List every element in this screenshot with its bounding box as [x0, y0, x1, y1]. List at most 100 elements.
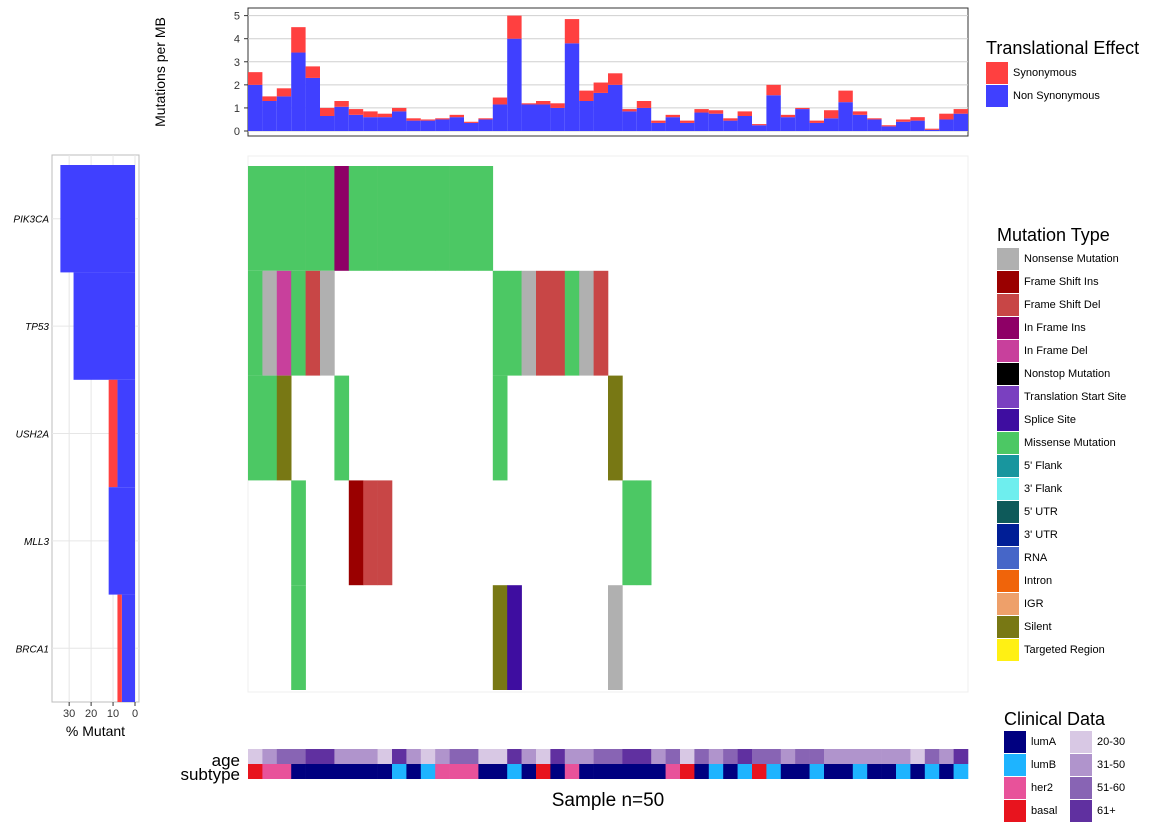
subtype-track-cell — [852, 764, 868, 779]
age-track-cell — [622, 749, 638, 764]
heatmap-cell — [406, 166, 422, 271]
bar-non-synonymous — [651, 122, 666, 131]
age-track-cell — [449, 749, 465, 764]
bar-synonymous — [867, 118, 882, 120]
heatmap-cell — [449, 166, 465, 271]
bar-non-synonymous — [478, 119, 493, 131]
subtype-track-cell — [248, 764, 263, 779]
gene-bar-synonymous — [108, 379, 118, 488]
subtype-track-cell — [608, 764, 623, 779]
bar-non-synonymous — [550, 107, 565, 131]
bar-non-synonymous — [305, 77, 320, 131]
heatmap-cell — [305, 166, 321, 271]
age-track-label: age — [212, 751, 240, 770]
bar-synonymous — [881, 125, 896, 127]
age-track-cell — [334, 749, 350, 764]
bar-synonymous — [924, 128, 940, 130]
subtype-track-cell — [334, 764, 350, 779]
heatmap-cell — [291, 270, 306, 376]
bar-non-synonymous — [248, 84, 263, 131]
bar-synonymous — [291, 27, 306, 53]
gene-label: TP53 — [25, 322, 49, 333]
top-y-tick-label: 1 — [234, 103, 240, 115]
age-track-cell — [838, 749, 854, 764]
age-track-cell — [593, 749, 609, 764]
heatmap-cell — [564, 270, 580, 376]
heatmap-cell — [291, 166, 306, 271]
subtype-track-cell — [737, 764, 753, 779]
bar-non-synonymous — [492, 104, 508, 131]
subtype-track-cell — [752, 764, 767, 779]
legend-mutation-type: Silent — [997, 616, 1052, 638]
bar-synonymous — [953, 109, 968, 114]
age-track-cell — [363, 749, 378, 764]
bar-synonymous — [449, 114, 464, 118]
bar-synonymous — [939, 113, 954, 120]
age-track-cell — [248, 749, 263, 764]
bar-synonymous — [708, 110, 724, 114]
bar-synonymous — [795, 107, 810, 110]
heatmap-cell — [276, 270, 292, 376]
age-track-cell — [680, 749, 695, 764]
legend-non-synonymous: Non Synonymous — [986, 85, 1100, 107]
bar-synonymous — [536, 101, 551, 105]
bar-non-synonymous — [694, 112, 709, 131]
age-track-cell — [276, 749, 292, 764]
bar-synonymous — [507, 15, 522, 39]
age-track-cell — [521, 749, 537, 764]
legend-mutation-type: 5' UTR — [997, 501, 1058, 523]
subtype-track-label: subtype — [180, 765, 240, 784]
legend-mutation-type: Targeted Region — [997, 639, 1105, 661]
age-track-cell — [478, 749, 494, 764]
age-track-cell — [550, 749, 566, 764]
gene-label: PIK3CA — [13, 215, 49, 226]
bar-non-synonymous — [435, 119, 450, 131]
subtype-track-cell — [867, 764, 882, 779]
heatmap-cell — [521, 270, 537, 376]
bar-synonymous — [766, 84, 781, 96]
bar-non-synonymous — [579, 101, 594, 131]
subtype-track-cell — [723, 764, 738, 779]
subtype-track-cell — [464, 764, 479, 779]
bar-non-synonymous — [449, 117, 464, 131]
top-y-tick-label: 5 — [234, 11, 240, 23]
bar-synonymous — [680, 120, 695, 123]
bar-non-synonymous — [665, 117, 680, 131]
gene-bar-non-synonymous — [121, 594, 135, 702]
heatmap-cell — [392, 166, 407, 271]
subtype-track-cell — [824, 764, 839, 779]
subtype-track-cell — [262, 764, 278, 779]
top-y-tick-label: 3 — [234, 57, 240, 69]
bar-synonymous — [363, 111, 378, 118]
legend-mutation-type: 3' Flank — [997, 478, 1062, 500]
bar-synonymous — [320, 107, 335, 116]
subtype-track-cell — [622, 764, 638, 779]
bar-synonymous — [809, 120, 824, 123]
subtype-track-cell — [694, 764, 710, 779]
bar-non-synonymous — [276, 96, 292, 131]
age-track-cell — [939, 749, 954, 764]
heatmap-x-axis-label: Sample n=50 — [552, 790, 665, 811]
heatmap-cell — [262, 270, 278, 376]
legend-mutation-type: Frame Shift Del — [997, 294, 1100, 316]
bar-synonymous — [780, 114, 796, 118]
subtype-track-cell — [348, 764, 364, 779]
heatmap-cell — [276, 166, 292, 271]
age-track-cell — [924, 749, 940, 764]
bar-non-synonymous — [896, 121, 911, 131]
age-track-cell — [651, 749, 666, 764]
age-track-cell — [867, 749, 882, 764]
legend-mutation-type: Intron — [997, 570, 1052, 592]
bar-non-synonymous — [406, 120, 421, 131]
subtype-track-cell — [320, 764, 335, 779]
heatmap-cell — [608, 585, 623, 690]
subtype-track-cell — [564, 764, 580, 779]
subtype-track-cell — [809, 764, 825, 779]
subtype-track-cell — [377, 764, 393, 779]
heatmap-cell — [363, 480, 378, 586]
age-track-cell — [708, 749, 724, 764]
heatmap-cell — [320, 270, 335, 376]
bar-non-synonymous — [766, 95, 781, 131]
heatmap-cell — [320, 166, 335, 271]
